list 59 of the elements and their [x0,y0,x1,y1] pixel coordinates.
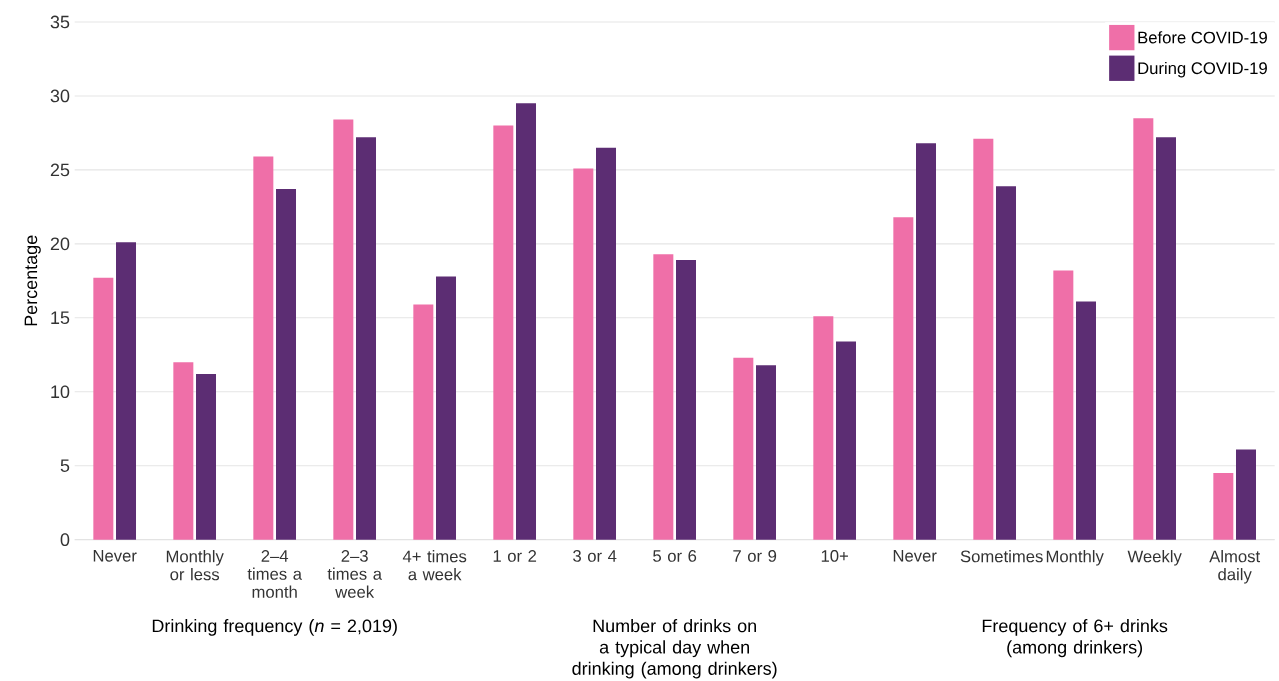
y-tick-label: 0 [60,533,70,547]
bar [173,362,194,540]
y-tick-label: 25 [50,163,70,177]
bar [893,217,914,540]
x-tick-label: 2–4 times a month [247,550,302,598]
x-tick-label: 4+ times a week [402,550,467,581]
bar [1133,118,1154,540]
bar [1076,301,1096,540]
bar [996,186,1016,540]
bar [413,304,434,540]
bar [916,143,936,540]
bar [573,168,594,540]
y-tick-label: 35 [50,15,70,29]
y-axis-title: Percentage [24,235,41,326]
x-tick-label: Weekly [1127,550,1182,566]
y-tick-label: 20 [50,237,70,251]
bar [973,138,994,540]
bar [1213,473,1234,540]
y-tick-label: 10 [51,385,70,399]
bar [116,242,137,540]
bar [676,260,696,540]
x-tick-label: 5 or 6 [653,550,697,562]
bar [516,103,537,540]
x-tick-label: Almost daily [1209,550,1261,584]
bar [733,357,754,540]
bar [1053,270,1074,540]
x-tick-label: 7 or 9 [733,550,777,562]
x-tick-label: 10+ [821,550,848,562]
bar [596,147,617,540]
x-tick-label: 1 or 2 [493,550,537,562]
bar [813,316,834,540]
x-tick-label: 2–3 times a week [327,550,382,598]
x-tick-label: Sometimes [960,550,1043,563]
legend-label: Before COVID-19 [1138,31,1267,44]
legend-label: During COVID-19 [1138,61,1267,78]
text: Drinking frequency (n = 2,019) [152,619,397,636]
text: Frequency of 6+ drinks (among drinkers) [982,619,1168,658]
bar [333,119,354,540]
y-tick-label: 5 [60,459,70,472]
bar [653,254,674,540]
bar [196,374,217,540]
bar [436,276,457,540]
y-tick-label: 15 [51,311,70,325]
bar [756,365,776,540]
bar [276,189,297,540]
bar [93,277,114,540]
x-tick-label: Monthly [1046,550,1104,566]
x-tick-label: Never [93,550,137,562]
x-tick-label: Never [893,550,937,562]
text: Number of drinks on a typical day when drinking (among drinkers) [572,619,777,679]
bar [1236,449,1256,540]
x-tick-label: 3 or 4 [573,550,617,562]
bar [356,137,377,540]
bar [253,156,274,540]
x-tick-label: Monthly or less [166,550,224,581]
bar [1156,137,1176,540]
y-tick-label: 30 [50,89,70,103]
bar [836,341,856,540]
bar [493,125,514,540]
